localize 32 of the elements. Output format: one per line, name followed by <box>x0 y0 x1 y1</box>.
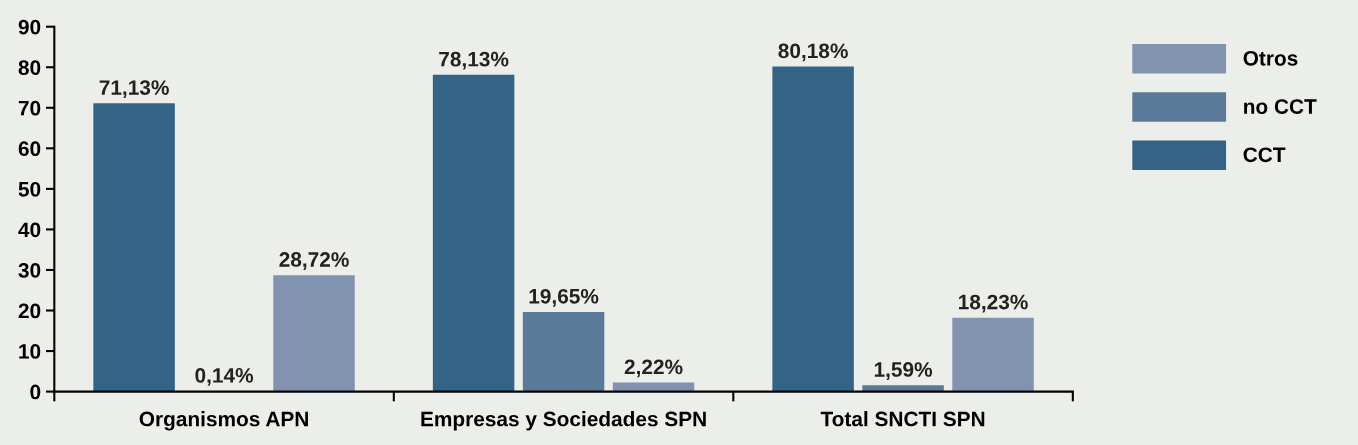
bar <box>93 103 175 392</box>
y-tick-label: 30 <box>18 262 41 278</box>
data-label: 2,22% <box>624 359 683 378</box>
bar <box>432 74 515 392</box>
y-tick-label: 20 <box>18 303 41 319</box>
bar <box>522 311 605 392</box>
bar <box>772 66 854 392</box>
bar <box>952 317 1034 392</box>
data-label: 28,72% <box>279 252 349 270</box>
y-tick-label: 0 <box>30 384 41 400</box>
data-label: 78,13% <box>439 51 509 70</box>
y-tick-label: 50 <box>18 181 41 197</box>
data-label: 0,14% <box>195 368 254 386</box>
data-label: 18,23% <box>959 294 1028 313</box>
legend-label: CCT <box>1243 147 1286 163</box>
data-label: 19,65% <box>529 288 599 307</box>
x-tick-label: Total SNCTI SPN <box>820 411 985 427</box>
bar <box>273 275 355 392</box>
data-label: 1,59% <box>874 362 933 380</box>
y-tick-label: 70 <box>18 100 41 116</box>
y-tick-label: 80 <box>18 60 41 75</box>
bar <box>862 385 944 392</box>
y-tick-label: 40 <box>18 222 41 238</box>
legend-label: Otros <box>1243 50 1298 66</box>
data-label: 80,18% <box>778 43 848 62</box>
y-tick-label: 90 <box>18 19 41 35</box>
data-label: 71,13% <box>99 80 169 98</box>
x-tick-label: Organismos APN <box>139 411 308 431</box>
legend-label: no CCT <box>1244 99 1317 114</box>
x-tick-label: Empresas y Sociedades SPN <box>421 411 706 431</box>
y-tick-label: 60 <box>18 141 41 157</box>
y-tick-label: 10 <box>19 344 41 359</box>
